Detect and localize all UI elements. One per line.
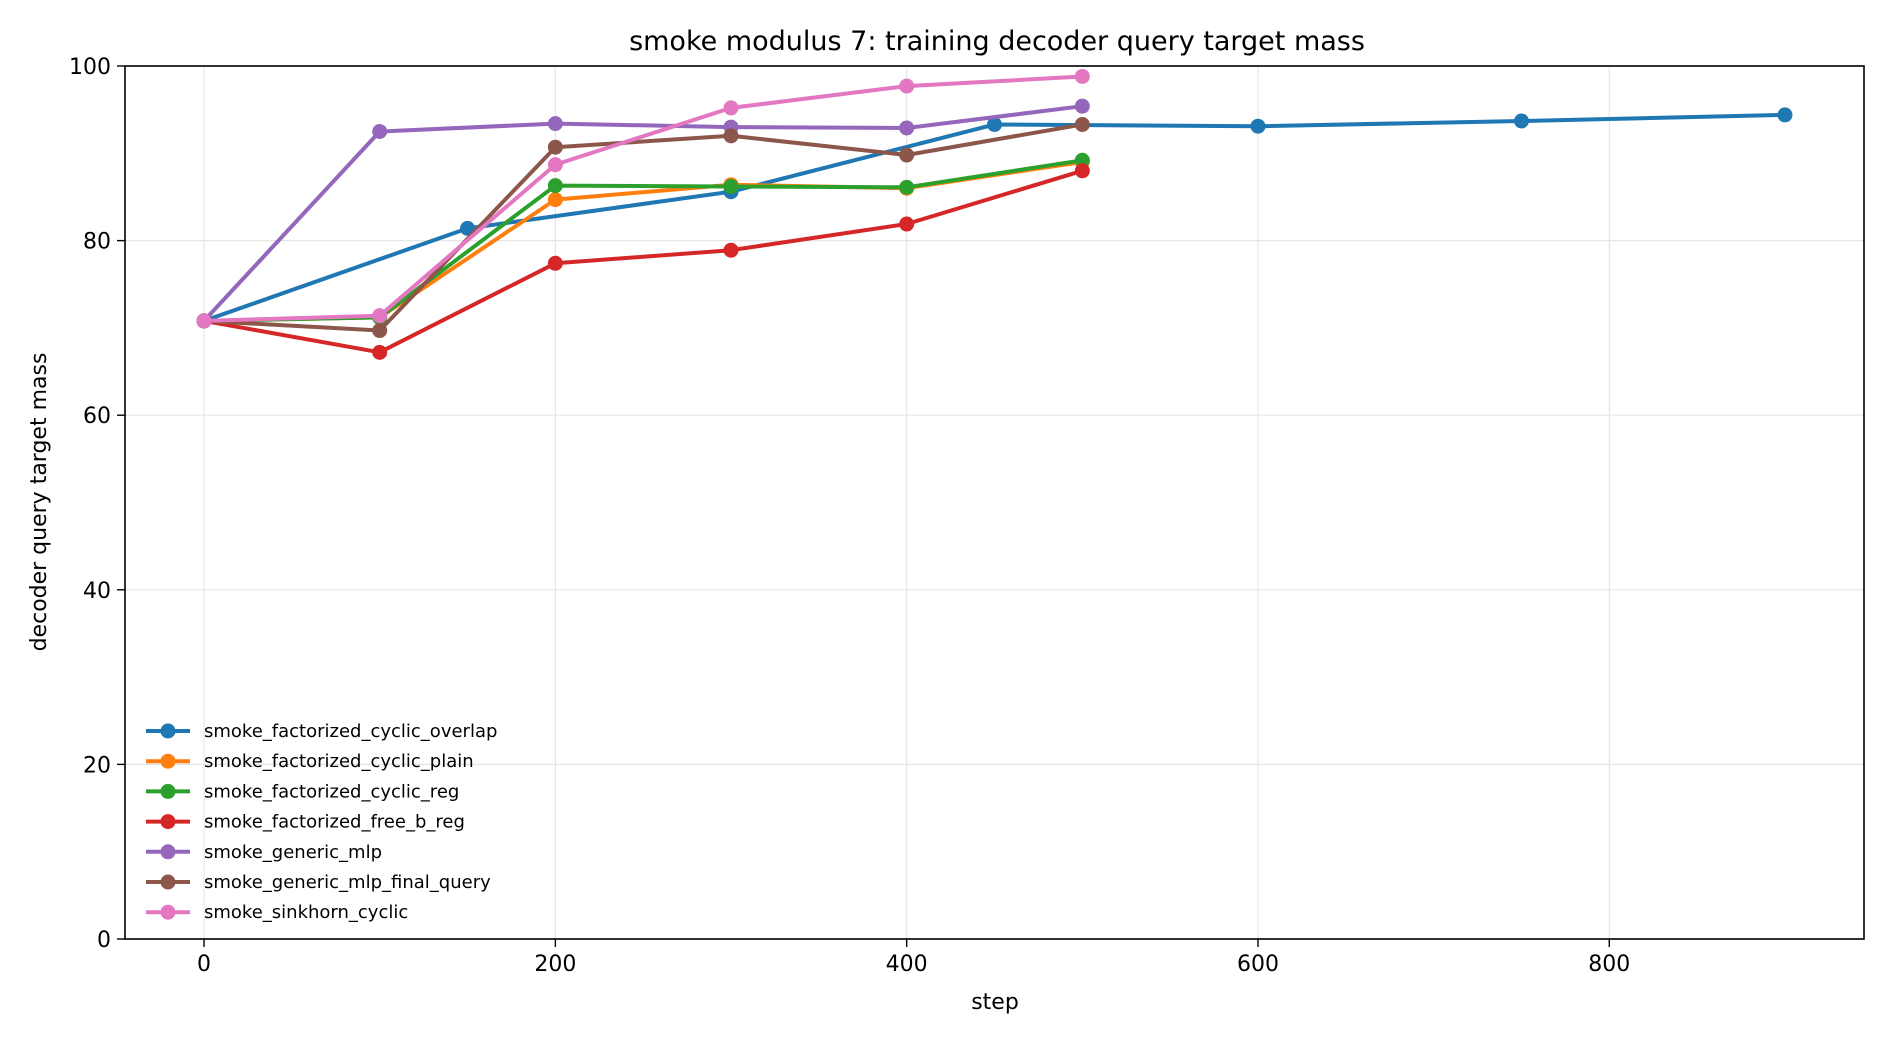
legend-entry: smoke_sinkhorn_cyclic (146, 902, 408, 923)
data-point (547, 192, 563, 208)
data-point (899, 78, 915, 94)
legend-entry: smoke_generic_mlp_final_query (146, 872, 491, 893)
data-point (899, 120, 915, 136)
series-smoke_sinkhorn_cyclic (196, 68, 1090, 329)
data-point (1074, 98, 1090, 114)
legend-swatch-marker (160, 783, 176, 799)
legend-swatch-marker (160, 753, 176, 769)
legend-swatch-marker (160, 874, 176, 890)
y-tick-label: 60 (83, 404, 111, 429)
legend-entry: smoke_factorized_cyclic_plain (146, 751, 474, 772)
legend-swatch-marker (160, 723, 176, 739)
data-point (547, 157, 563, 173)
data-point (899, 147, 915, 163)
data-point (547, 178, 563, 194)
data-point (987, 116, 1002, 132)
y-tick-label: 0 (97, 928, 111, 953)
data-point (899, 179, 915, 195)
data-point (547, 116, 563, 132)
plot-frame (124, 65, 1865, 940)
legend-label: smoke_factorized_cyclic_overlap (204, 721, 497, 742)
data-point (547, 139, 563, 155)
legend-label: smoke_factorized_free_b_reg (204, 812, 465, 833)
data-point (372, 308, 388, 324)
legend-label: smoke_generic_mlp (204, 842, 382, 863)
x-tick-label: 200 (534, 952, 576, 977)
legend-swatch-marker (160, 844, 176, 860)
legend: smoke_factorized_cyclic_overlap smoke_fac… (146, 721, 497, 923)
data-point (547, 255, 563, 271)
x-tick-label: 400 (886, 952, 928, 977)
legend-swatch-marker (160, 814, 176, 830)
x-tick-label: 600 (1237, 952, 1279, 977)
legend-label: smoke_sinkhorn_cyclic (204, 902, 408, 923)
legend-entry: smoke_factorized_cyclic_reg (146, 781, 459, 802)
data-point (372, 323, 388, 339)
legend-label: smoke_factorized_cyclic_reg (204, 781, 459, 802)
data-point (1074, 163, 1090, 179)
y-axis-label: decoder query target mass (27, 353, 52, 652)
legend-entry: smoke_factorized_cyclic_overlap (146, 721, 497, 742)
data-point (1074, 116, 1090, 132)
data-point (723, 242, 739, 258)
series-line (202, 104, 1085, 323)
data-point (1777, 107, 1793, 123)
data-point (899, 216, 915, 232)
legend-label: smoke_generic_mlp_final_query (204, 872, 491, 893)
data-point (1513, 113, 1529, 129)
y-tick-label: 20 (83, 753, 111, 778)
chart-title: smoke modulus 7: training decoder query … (629, 26, 1365, 57)
y-tick-label: 100 (69, 55, 111, 80)
data-point (196, 313, 212, 329)
legend-swatch-marker (160, 904, 176, 920)
y-tick-label: 80 (83, 230, 111, 255)
data-point (723, 128, 739, 144)
data-point (1074, 152, 1090, 168)
data-point (1074, 68, 1090, 84)
series-line (202, 122, 1085, 333)
data-point (1250, 118, 1266, 134)
series-line (202, 168, 1085, 355)
data-point (723, 100, 739, 116)
x-tick-label: 800 (1588, 952, 1630, 977)
y-tick-label: 40 (83, 579, 111, 604)
series-layer (196, 68, 1793, 360)
legend-label: smoke_factorized_cyclic_plain (204, 751, 474, 772)
x-tick-label: 0 (197, 952, 211, 977)
legend-entry: smoke_generic_mlp (146, 842, 382, 863)
legend-entry: smoke_factorized_free_b_reg (146, 812, 465, 833)
data-point (372, 344, 388, 360)
data-point (372, 123, 388, 139)
data-point (723, 178, 739, 194)
axis-ticks: 0 200 400 600 800 0 20 40 60 80 100 (69, 55, 1630, 977)
x-axis-label: step (971, 990, 1019, 1015)
series-line (202, 74, 1085, 323)
